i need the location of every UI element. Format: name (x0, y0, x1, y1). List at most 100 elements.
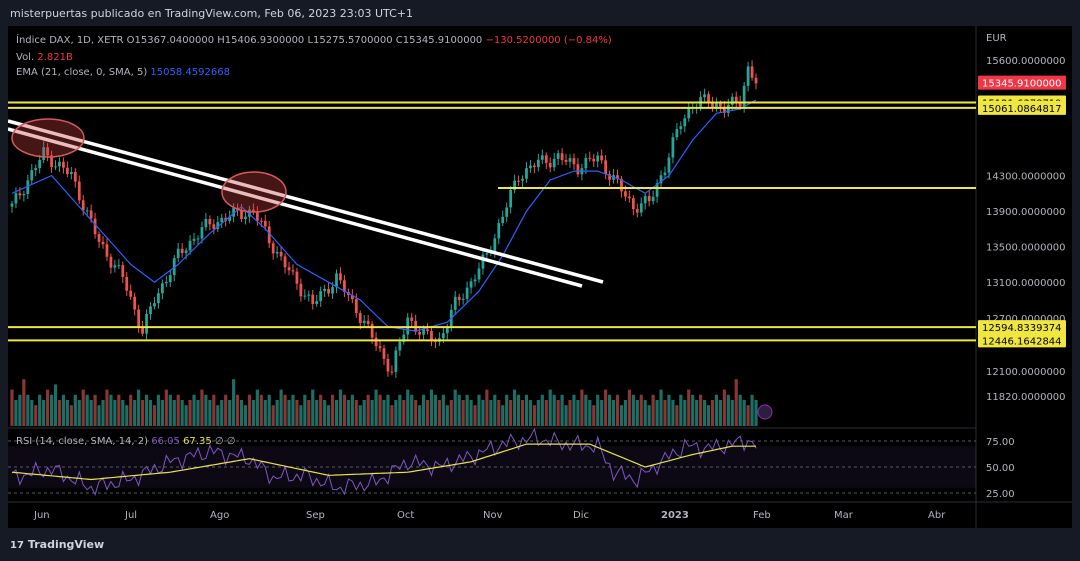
candle-body (509, 189, 513, 208)
tradingview-logo[interactable]: 17 TradingView (10, 538, 104, 551)
volume-bar (125, 405, 129, 426)
volume-bar (101, 400, 105, 426)
price-label-3: 12594.8339374 (982, 323, 1062, 334)
volume-bar (588, 400, 592, 426)
volume-bar (501, 405, 505, 426)
candle-body (552, 158, 556, 168)
volume-bar (469, 400, 473, 426)
volume-bar (319, 394, 323, 426)
volume-bar (433, 394, 438, 426)
price-label-0: 15345.9100000 (982, 79, 1062, 90)
candle-body (54, 166, 57, 168)
volume-bar (271, 405, 275, 426)
candle-body (228, 216, 232, 221)
volume-bar (746, 405, 750, 426)
candle-body (711, 102, 714, 108)
candle-body (244, 216, 247, 220)
candle-body (164, 282, 168, 284)
volume-bar (505, 394, 509, 426)
volume-bar (109, 394, 113, 426)
volume-bar (152, 405, 157, 426)
highlight-ellipse-1 (11, 118, 85, 158)
candle-body (188, 240, 192, 251)
volume-bar (346, 400, 350, 426)
volume-bar (315, 400, 319, 426)
candle-body (196, 238, 200, 240)
tv-logo-icon: 17 (10, 540, 24, 551)
ema-legend: EMA (21, close, 0, SMA, 5) 15058.4592668 (16, 67, 230, 78)
trend-line-lower (8, 127, 583, 288)
candle-body (275, 251, 279, 254)
candle-body (406, 317, 410, 335)
volume-bar (611, 400, 616, 426)
candle-body (184, 250, 188, 254)
volume-bar (639, 394, 643, 426)
rsi-tick-label-1: 50.00 (986, 463, 1015, 474)
volume-bar (619, 405, 624, 426)
volume-bar (398, 394, 402, 426)
rsi-tick-label-2: 25.00 (986, 489, 1015, 500)
volume-bar (600, 400, 604, 426)
candle-body (93, 218, 97, 235)
volume-bar (461, 400, 465, 426)
candle-body (271, 243, 275, 254)
volume-bar (160, 400, 164, 426)
volume-bar (421, 394, 426, 426)
volume-bar (61, 394, 66, 426)
time-label-8: Feb (753, 510, 771, 521)
time-label-4: Oct (397, 510, 414, 521)
candle-body (26, 180, 30, 195)
volume-bar (465, 394, 469, 426)
price-chart[interactable]: EUR 15600.0000000 14300.0000000 13900.00000… (8, 26, 1072, 528)
candle-body (374, 337, 378, 347)
volume-bar (338, 389, 343, 426)
candle-body (453, 296, 457, 310)
volume-bar (57, 400, 62, 426)
rsi-value: 66.05 (151, 436, 180, 447)
volume-bar (77, 400, 81, 426)
volume-bar (544, 400, 548, 426)
candle-body (105, 244, 109, 257)
volume-bar (362, 400, 366, 426)
candle-body (643, 195, 647, 204)
volume-bar (42, 400, 46, 426)
time-label-10: Abr (928, 510, 946, 521)
high-value: H15406.9300000 (217, 35, 305, 46)
candle-body (77, 181, 81, 201)
candle-body (477, 268, 481, 280)
candle-body (461, 298, 465, 300)
volume-bar (105, 389, 109, 426)
candle-body (750, 66, 754, 78)
volume-bar (97, 405, 101, 426)
volume-bar (667, 394, 671, 426)
candle-body (366, 320, 370, 324)
candle-body (335, 273, 338, 288)
volume-bar (307, 400, 311, 426)
volume-bar (14, 400, 18, 426)
volume-bar (556, 400, 560, 426)
volume-bar (224, 394, 228, 426)
y-tick-label-6: 12100.0000000 (986, 367, 1066, 378)
candle-body (121, 265, 125, 277)
candle-body (204, 219, 208, 228)
rsi-sma-line (11, 443, 756, 481)
rsi-line (11, 427, 757, 496)
volume-bar (255, 389, 259, 426)
candle-body (544, 155, 548, 163)
candle-body (434, 340, 437, 342)
candle-body (576, 164, 580, 175)
volume-bar (532, 405, 536, 426)
candle-body (358, 313, 362, 324)
candle-body (149, 306, 152, 314)
volume-bar (141, 400, 145, 426)
candle-body (315, 301, 319, 304)
candle-body (259, 220, 263, 222)
candle-body (354, 299, 358, 314)
volume-bar (627, 389, 631, 426)
candle-body (30, 170, 34, 181)
volume-bar (208, 400, 212, 426)
rsi-sma-value: 67.35 (183, 436, 212, 447)
candle-body (722, 106, 726, 113)
low-value: L15275.5700000 (307, 35, 393, 46)
volume-bar (354, 400, 358, 426)
